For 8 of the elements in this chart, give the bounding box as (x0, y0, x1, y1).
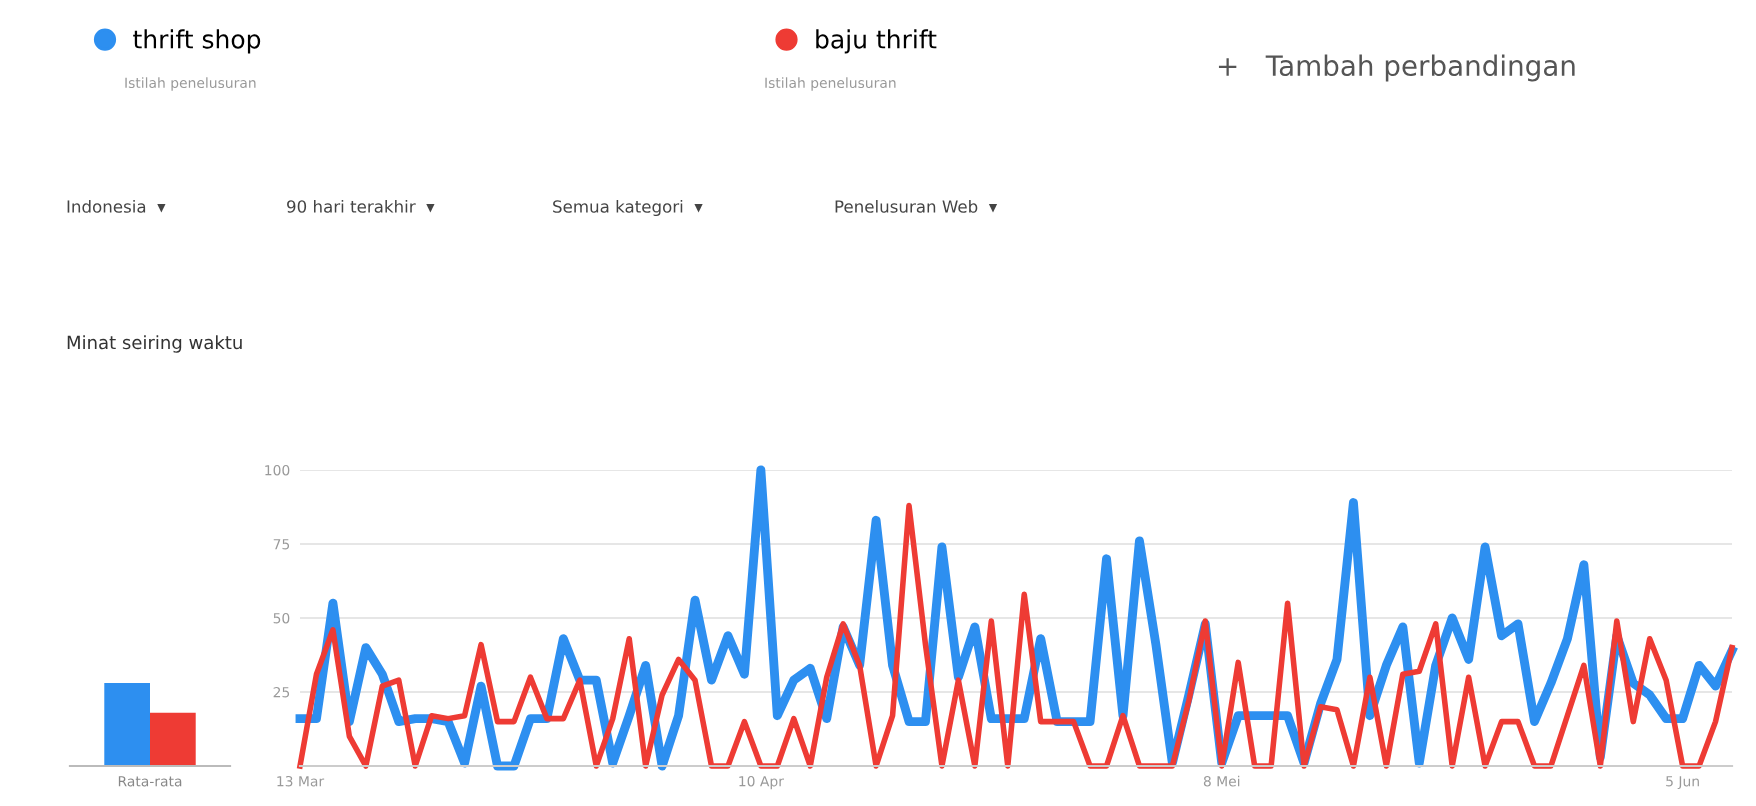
text: Minat seiring waktu (67, 335, 242, 353)
text: + Tambah perbandingan (1218, 54, 1575, 82)
text: Penelusuran Web ▾ (835, 199, 998, 213)
text: 90 hari terakhir ▾ (287, 199, 435, 213)
legend-label: thrift shop (133, 29, 261, 54)
text: Semua kategori ▾ (553, 199, 703, 217)
text: Indonesia ▾ (67, 199, 166, 213)
legend-label: baju thrift (816, 29, 937, 54)
